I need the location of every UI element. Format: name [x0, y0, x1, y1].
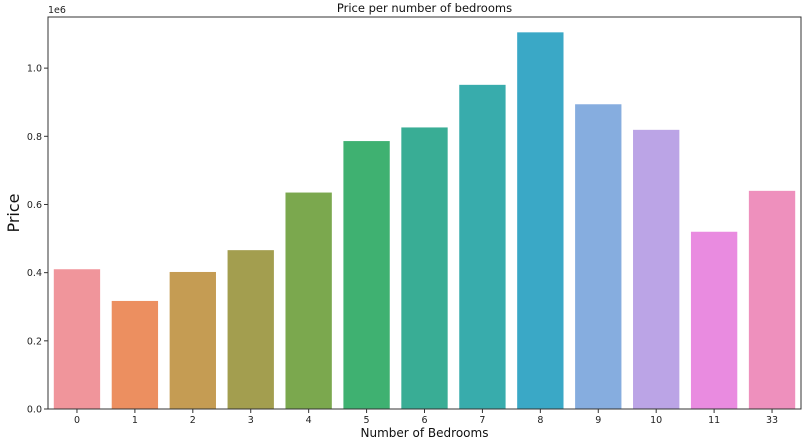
bar-1: [111, 300, 159, 409]
y-axis: 0.0 0.2 0.4 0.6 0.8 1.0: [27, 64, 48, 416]
x-tick-label: 33: [766, 415, 778, 426]
x-axis-label: Number of Bedrooms: [361, 426, 489, 440]
y-tick-label: 0.6: [27, 200, 42, 211]
x-tick-label: 0: [74, 415, 80, 426]
x-tick-label: 1: [132, 415, 138, 426]
plot-frame: [47, 16, 802, 410]
x-tick-label: 10: [650, 415, 662, 426]
chart-title: Price per number of bedrooms: [337, 1, 512, 15]
y-offset-label: 1e6: [48, 5, 66, 16]
bars-group: [53, 32, 796, 410]
y-tick-label: 0.4: [27, 268, 42, 279]
bar-2: [169, 271, 216, 409]
bar-0: [53, 269, 101, 409]
y-tick-label: 0.0: [27, 405, 42, 416]
x-tick-label: 3: [248, 415, 254, 426]
x-tick-label: 4: [306, 415, 312, 426]
x-tick-label: 11: [708, 415, 720, 426]
bar-10: [633, 129, 680, 409]
y-axis-label: Price: [4, 193, 23, 232]
x-axis: 0 1 2 3 4 5 6 7 8 9 10 11 33: [74, 409, 778, 426]
y-tick-label: 1.0: [27, 64, 42, 75]
bar-5: [343, 141, 390, 409]
bar-33: [748, 190, 796, 409]
x-tick-label: 9: [595, 415, 601, 426]
bar-7: [459, 84, 506, 410]
x-tick-label: 8: [537, 415, 543, 426]
x-tick-label: 2: [190, 415, 196, 426]
x-tick-label: 5: [364, 415, 370, 426]
bar-4: [285, 192, 332, 409]
bar-9: [575, 104, 622, 410]
x-tick-label: 7: [479, 415, 485, 426]
bar-8: [517, 32, 564, 409]
y-tick-label: 0.2: [27, 336, 42, 347]
x-tick-label: 6: [421, 415, 427, 426]
y-tick-label: 0.8: [27, 132, 42, 143]
bar-3: [227, 250, 274, 409]
bar-11: [690, 231, 738, 409]
bar-6: [401, 127, 448, 409]
